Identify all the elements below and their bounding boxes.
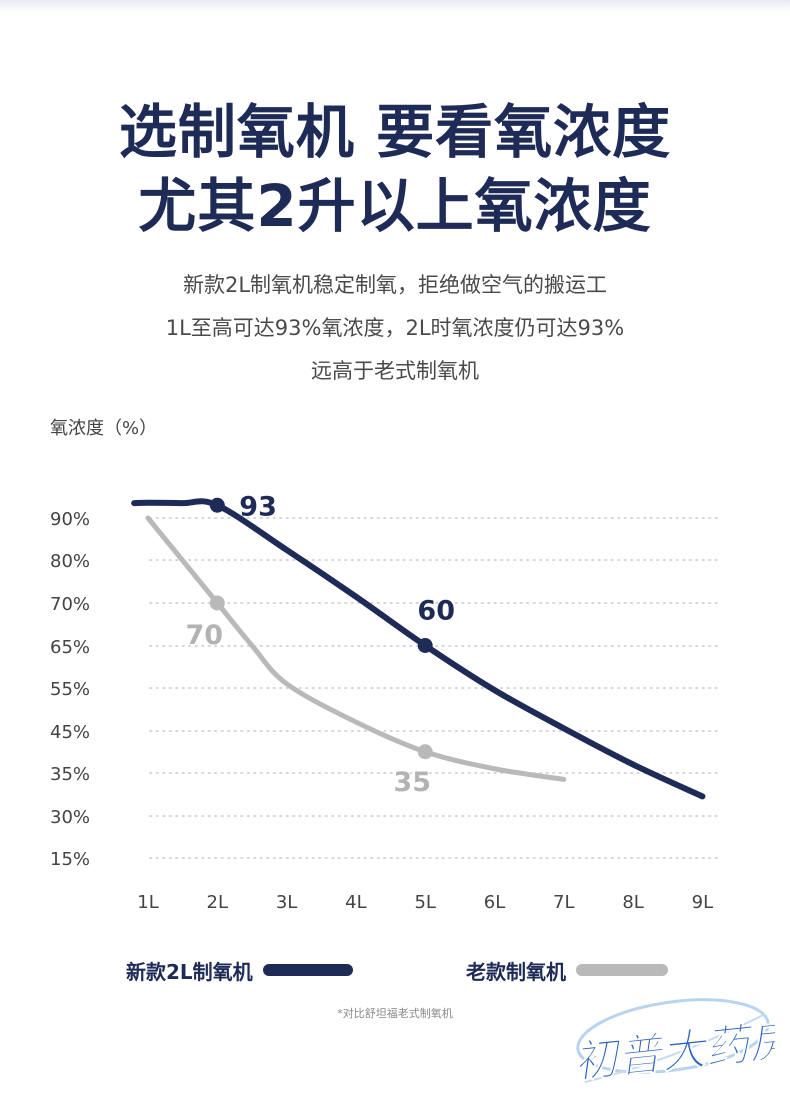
marker-old [417, 744, 433, 760]
data-label-new: 93 [239, 491, 277, 522]
oxygen-concentration-chart: 90% 80% 70% 65% 55% 45% 35% 30% 15% 1L 2L 3L 4L 5L 6L 7… [50, 491, 721, 913]
x-tick-label: 3L [276, 892, 297, 913]
legend-old: 老款制氧机 [466, 955, 668, 985]
y-tick-label: 45% [50, 722, 90, 743]
marker-new [417, 638, 433, 653]
x-tick-label: 5L [414, 892, 435, 913]
x-tick-label: 6L [484, 892, 505, 913]
subtitle-line-3: 远高于老式制氧机 [311, 359, 479, 383]
marker-new [209, 497, 225, 513]
footnote: *对比舒坦福老式制氧机 [337, 1007, 453, 1020]
legend-new: 新款2L制氧机 [126, 955, 353, 985]
legend-new-swatch [262, 964, 353, 976]
svg-text:初普大药房: 初普大药房 [571, 1014, 775, 1088]
x-tick-label: 9L [692, 892, 713, 913]
series-line-old [145, 515, 567, 782]
x-tick-label: 7L [553, 892, 574, 913]
y-tick-label: 35% [50, 764, 90, 785]
headline-line-2: 尤其2升以上氧浓度 [138, 172, 652, 240]
x-tick-label: 1L [137, 892, 158, 913]
legend-old-label: 老款制氧机 [466, 959, 566, 984]
marker-old [209, 595, 225, 611]
y-tick-label: 30% [50, 807, 90, 828]
legend-new-label: 新款2L制氧机 [126, 959, 253, 984]
top-strip [0, 0, 790, 12]
y-tick-label: 55% [50, 679, 90, 700]
y-tick-label: 90% [50, 509, 90, 530]
subtitle-line-2: 1L至高可达93%氧浓度，2L时氧浓度仍可达93% [165, 316, 625, 340]
x-tick-label: 4L [345, 892, 366, 913]
x-tick-label: 2L [207, 892, 228, 913]
data-label-old: 35 [393, 767, 431, 798]
y-tick-label: 80% [50, 551, 90, 572]
data-label-new: 60 [417, 596, 455, 627]
x-tick-label: 8L [622, 892, 643, 913]
data-label-old: 70 [186, 620, 224, 651]
y-axis-label: 氧浓度（%） [50, 418, 158, 439]
watermark-logo: 初普大药房 [571, 998, 775, 1089]
y-tick-label: 65% [50, 637, 90, 658]
y-tick-label: 70% [50, 594, 90, 615]
legend-old-swatch [576, 964, 668, 976]
headline-line-1: 选制氧机 要看氧浓度 [118, 98, 672, 166]
subtitle-line-1: 新款2L制氧机稳定制氧，拒绝做空气的搬运工 [182, 273, 608, 297]
series-line-new [131, 498, 706, 800]
y-tick-label: 15% [50, 849, 90, 870]
